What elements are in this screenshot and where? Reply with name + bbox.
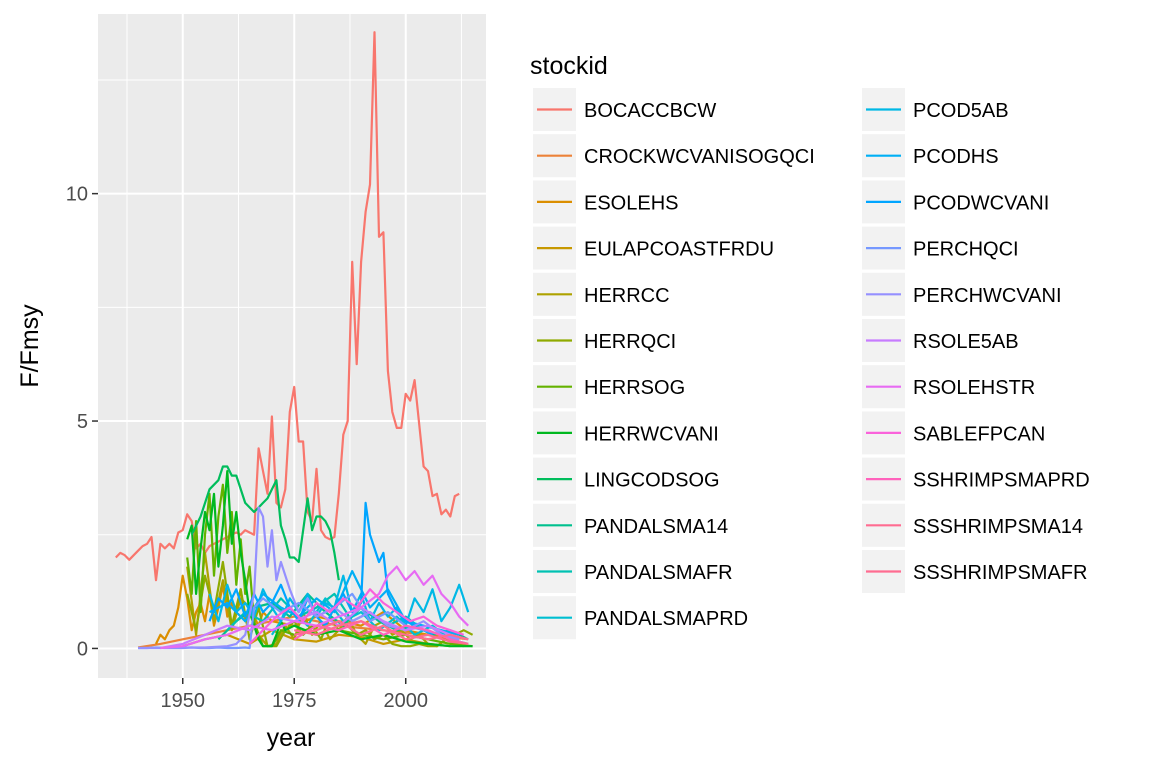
legend-label: SABLEFPCAN	[913, 423, 1045, 445]
legend-label: PANDALSMAFR	[584, 562, 733, 584]
y-axis-title: F/Fmsy	[16, 304, 44, 388]
legend-label: PANDALSMAPRD	[584, 608, 748, 630]
legend-item-herrwcvani: HERRWCVANI	[533, 411, 719, 455]
legend-title: stockid	[530, 52, 608, 80]
legend-label: PANDALSMA14	[584, 516, 728, 538]
legend-item-bocaccbcw: BOCACCBCW	[533, 88, 716, 131]
y-tick-label: 10	[66, 184, 88, 206]
y-tick-label: 5	[77, 411, 88, 433]
x-tick-label: 1975	[272, 690, 317, 712]
legend-label: HERRQCI	[584, 331, 676, 353]
legend-label: PCOD5AB	[913, 100, 1009, 122]
legend-item-rsole5ab: RSOLE5AB	[862, 319, 1019, 362]
legend-item-lingcodsog: LINGCODSOG	[533, 457, 720, 501]
legend-label: RSOLE5AB	[913, 331, 1019, 353]
legend-item-sshrimpsmaprd: SSHRIMPSMAPRD	[862, 457, 1090, 501]
series-line-bocaccbcw	[115, 31, 460, 582]
series-line-rsole5ab	[160, 606, 469, 650]
legend-label: HERRCC	[584, 285, 670, 307]
legend-item-ssshrimpsmafr: SSSHRIMPSMAFR	[862, 550, 1087, 593]
legend-item-pandalsma14: PANDALSMA14	[533, 503, 728, 547]
legend-item-herrsog: HERRSOG	[533, 365, 685, 409]
y-tick-label: 0	[77, 638, 88, 660]
legend-label: PCODWCVANI	[913, 192, 1049, 214]
legend-item-eulapcoastfrdu: EULAPCOASTFRDU	[533, 226, 774, 270]
legend-label: HERRWCVANI	[584, 423, 719, 445]
legend-item-rsolehstr: RSOLEHSTR	[862, 365, 1035, 409]
series-line-lingcodsog	[190, 465, 340, 581]
legend-label: SSHRIMPSMAPRD	[913, 470, 1090, 492]
legend-item-ssshrimpsma14: SSSHRIMPSMA14	[862, 503, 1083, 547]
y-axis: 0 5 10	[66, 184, 98, 660]
plot-panel	[98, 14, 486, 678]
legend-label: EULAPCOASTFRDU	[584, 239, 774, 261]
legend-item-pandalsmafr: PANDALSMAFR	[533, 550, 733, 593]
legend-label: ESOLEHS	[584, 192, 678, 214]
x-tick-label: 2000	[383, 690, 428, 712]
legend-item-perchqci: PERCHQCI	[862, 226, 1019, 270]
series-line-perchwcvani	[138, 506, 460, 650]
legend-item-herrcc: HERRCC	[533, 272, 670, 316]
legend-item-herrqci: HERRQCI	[533, 319, 676, 362]
legend-item-esolehs: ESOLEHS	[533, 180, 678, 224]
legend-item-pandalsmaprd: PANDALSMAPRD	[533, 596, 748, 640]
legend-item-sablefpcan: SABLEFPCAN	[862, 411, 1045, 455]
legend-item-pcod5ab: PCOD5AB	[862, 88, 1009, 131]
legend-label: BOCACCBCW	[584, 100, 716, 122]
legend-item-crockwcvanisogqci: CROCKWCVANISOGQCI	[533, 134, 815, 178]
series-layer	[115, 31, 474, 650]
series-line-ssshrimpsmafr	[293, 620, 469, 641]
legend-label: SSSHRIMPSMA14	[913, 516, 1083, 538]
legend-label: PERCHQCI	[913, 239, 1019, 261]
legend: stockid BOCACCBCW CROCKWCVANISOGQCI ESOLEH…	[530, 52, 1090, 640]
legend-label: HERRSOG	[584, 377, 685, 399]
legend-label: CROCKWCVANISOGQCI	[584, 146, 815, 168]
series-line-herrwcvani	[186, 470, 473, 648]
x-axis: 1950 1975 2000	[160, 678, 428, 712]
legend-label: SSSHRIMPSMAFR	[913, 562, 1087, 584]
legend-item-perchwcvani: PERCHWCVANI	[862, 272, 1062, 316]
legend-label: RSOLEHSTR	[913, 377, 1035, 399]
x-tick-label: 1950	[160, 690, 205, 712]
x-axis-title: year	[267, 724, 316, 752]
legend-item-pcodwcvani: PCODWCVANI	[862, 180, 1049, 224]
legend-label: PERCHWCVANI	[913, 285, 1062, 307]
legend-label: LINGCODSOG	[584, 470, 720, 492]
series-line-sablefpcan	[248, 588, 465, 645]
legend-label: PCODHS	[913, 146, 999, 168]
legend-item-pcodhs: PCODHS	[862, 134, 999, 178]
series-line-rsolehstr	[160, 565, 469, 650]
series-line-ssshrimpsma14	[293, 620, 469, 645]
